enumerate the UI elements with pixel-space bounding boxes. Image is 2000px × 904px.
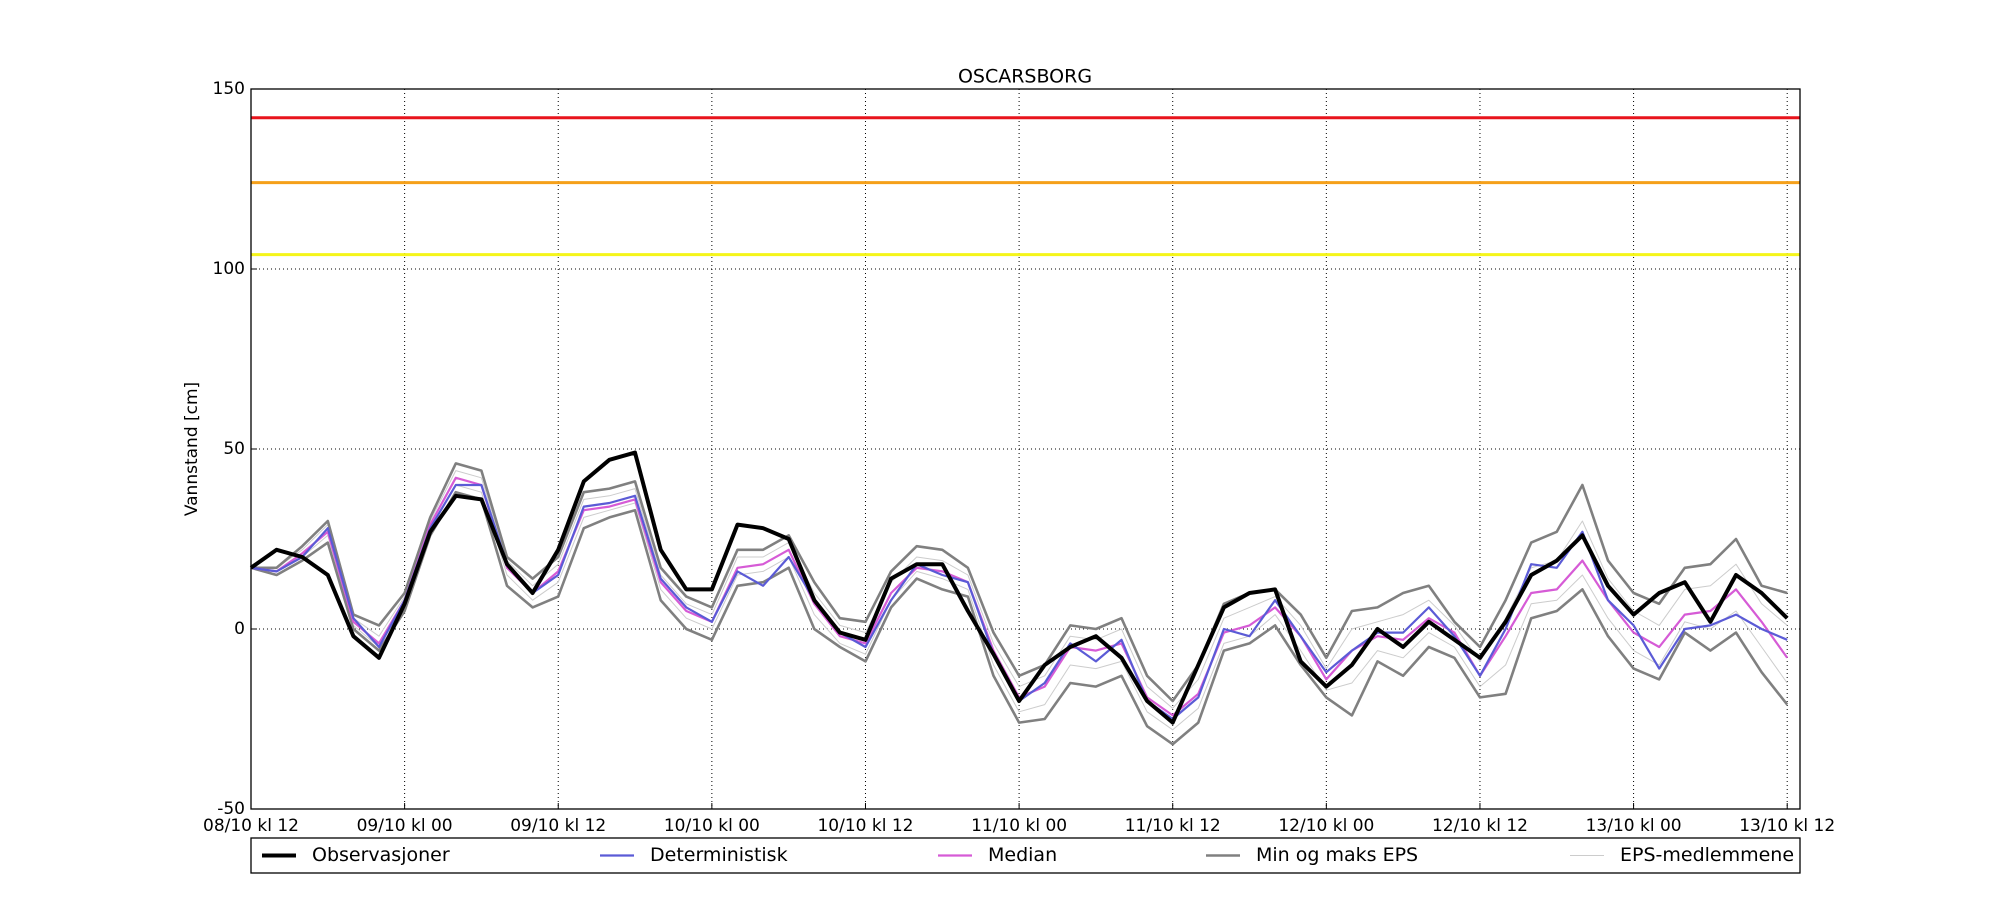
y-tick-label: 100 <box>213 259 245 279</box>
y-axis-label: Vannstand [cm] <box>182 382 202 516</box>
eps-member-line <box>250 484 1788 731</box>
y-tick-label: -50 <box>217 799 245 819</box>
plot-frame <box>250 88 1801 810</box>
legend-label: EPS-medlemmene <box>1620 844 1794 866</box>
x-tick-label: 08/10 kl 12 <box>203 816 299 836</box>
x-tick-label: 09/10 kl 00 <box>357 816 453 836</box>
legend-label: Min og maks EPS <box>1256 844 1418 866</box>
x-tick-label: 12/10 kl 12 <box>1432 816 1528 836</box>
x-tick-label: 11/10 kl 00 <box>971 816 1067 836</box>
x-tick-label: 09/10 kl 12 <box>510 816 606 836</box>
y-tick-label: 150 <box>213 79 245 99</box>
y-tick-label: 50 <box>223 439 245 459</box>
x-tick-label: 13/10 kl 00 <box>1586 816 1682 836</box>
eps-max-line <box>251 462 1788 703</box>
legend-box <box>250 837 1801 874</box>
x-tick-label: 12/10 kl 00 <box>1278 816 1374 836</box>
legend-label: Observasjoner <box>312 844 450 866</box>
series-line <box>249 450 1789 725</box>
legend-label: Median <box>988 844 1057 866</box>
chart-title: OSCARSBORG <box>958 66 1092 88</box>
x-tick-label: 13/10 kl 12 <box>1739 816 1835 836</box>
x-tick-label: 10/10 kl 12 <box>817 816 913 836</box>
y-tick-label: 0 <box>234 619 245 639</box>
x-tick-label: 11/10 kl 12 <box>1125 816 1221 836</box>
x-tick-label: 10/10 kl 00 <box>664 816 760 836</box>
eps-min-line <box>250 490 1789 746</box>
legend-label: Deterministisk <box>650 844 788 866</box>
